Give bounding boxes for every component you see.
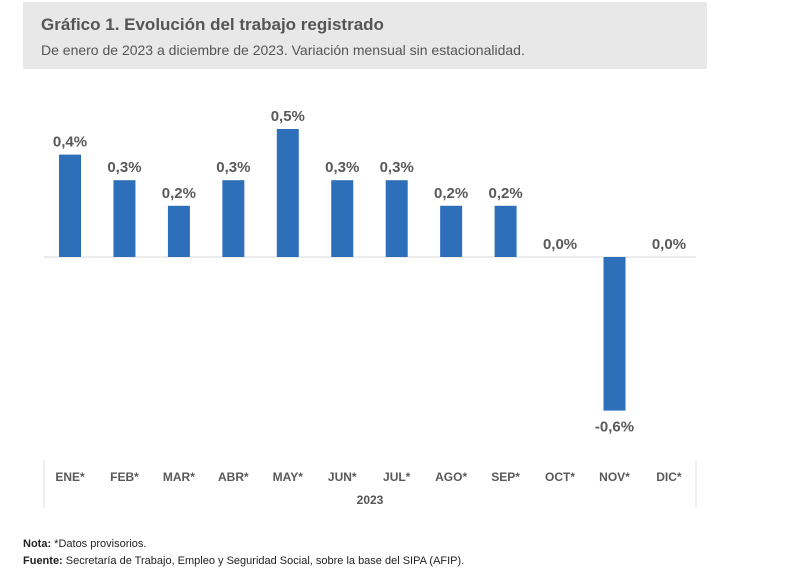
x-tick-label: OCT*	[545, 470, 575, 484]
chart-subtitle: De enero de 2023 a diciembre de 2023. Va…	[41, 42, 525, 58]
bar-jun	[331, 180, 354, 257]
data-label: 0,2%	[162, 185, 196, 202]
bar-abr	[222, 180, 245, 257]
x-tick-label: ABR*	[218, 470, 249, 484]
chart-title: Gráfico 1. Evolución del trabajo registr…	[41, 15, 384, 34]
bar-nov	[603, 257, 626, 411]
source: Fuente: Secretaría de Trabajo, Empleo y …	[23, 555, 464, 567]
x-tick-label: FEB*	[110, 470, 139, 484]
note-text: *Datos provisorios.	[51, 538, 147, 550]
bar-ago	[440, 205, 463, 257]
data-label: 0,0%	[543, 236, 577, 253]
data-label: 0,5%	[271, 108, 305, 125]
note-label: Nota:	[23, 538, 52, 550]
bar-jul	[385, 180, 408, 257]
bar-ene	[59, 154, 81, 257]
chart-header: Gráfico 1. Evolución del trabajo registr…	[23, 2, 707, 69]
x-tick-label: MAY*	[273, 470, 304, 484]
source-label: Fuente:	[23, 555, 63, 567]
data-label: 0,3%	[216, 159, 250, 176]
x-tick-label: SEP*	[491, 470, 520, 484]
x-tick-label: DIC*	[656, 470, 682, 484]
x-axis-label: 2023	[357, 493, 384, 507]
x-tick-label: ENE*	[55, 470, 85, 484]
data-label: -0,6%	[595, 419, 634, 436]
bar-may	[276, 129, 299, 257]
data-label: 0,4%	[53, 134, 87, 151]
x-tick-label: JUL*	[383, 470, 411, 484]
data-label: 0,3%	[380, 159, 414, 176]
note: Nota: *Datos provisorios.	[23, 538, 146, 550]
bar-mar	[167, 205, 190, 257]
data-label: 0,2%	[434, 185, 468, 202]
x-tick-label: JUN*	[328, 470, 357, 484]
x-tick-label: MAR*	[163, 470, 195, 484]
source-text: Secretaría de Trabajo, Empleo y Segurida…	[62, 555, 465, 567]
data-label: 0,0%	[652, 236, 686, 253]
data-label: 0,3%	[107, 159, 141, 176]
x-tick-label: AGO*	[435, 470, 467, 484]
bar-feb	[113, 180, 136, 257]
x-tick-label: NOV*	[599, 470, 630, 484]
bar-sep	[494, 205, 517, 257]
data-label: 0,2%	[488, 185, 522, 202]
data-label: 0,3%	[325, 159, 359, 176]
